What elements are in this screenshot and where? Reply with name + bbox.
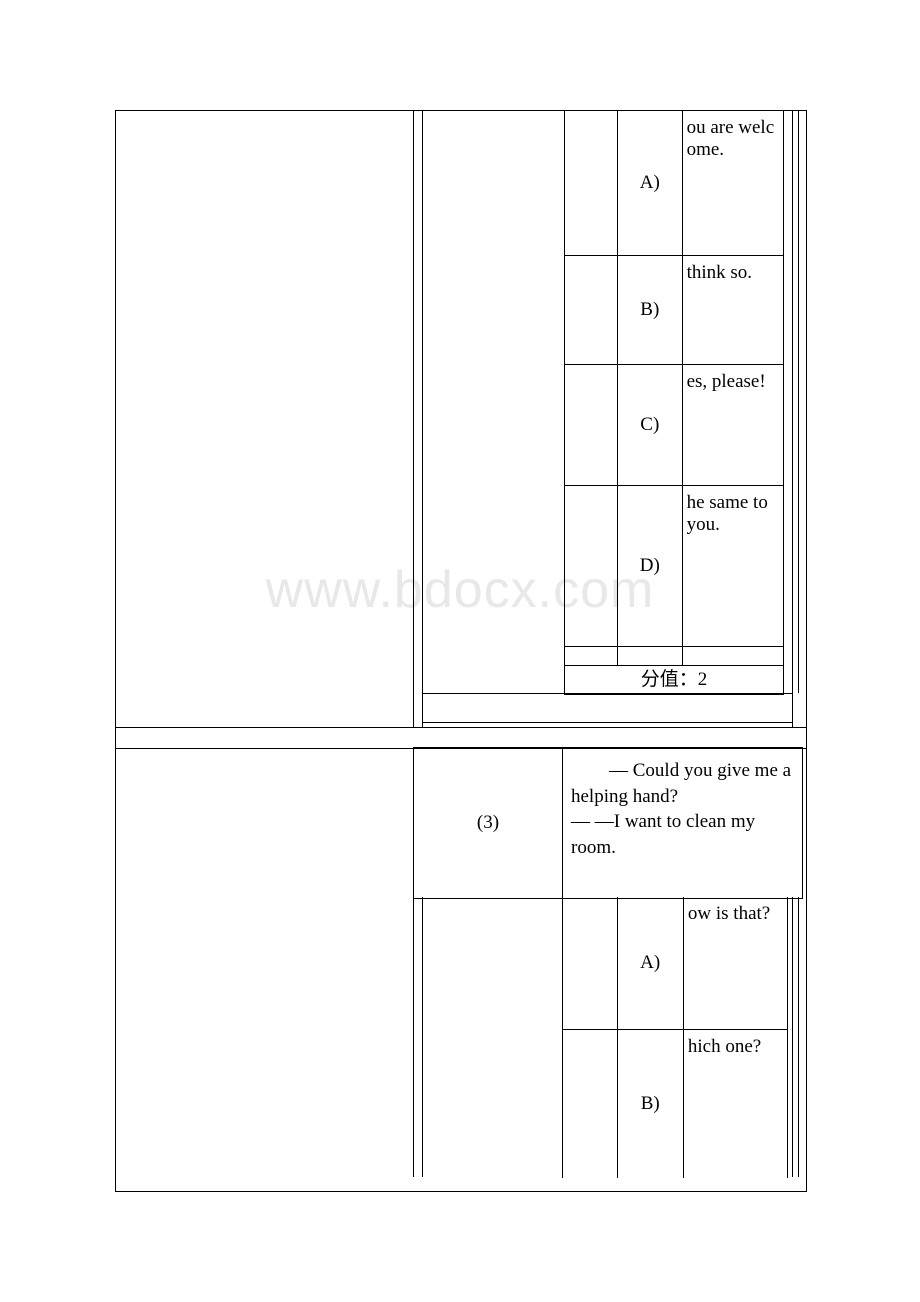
q3-stem: — Could you give me a helping hand? — —I… (563, 748, 803, 898)
option-letter: D) (618, 486, 683, 646)
option-row: D)he same to you. (565, 486, 783, 647)
q2-options: A)ou are welcome.B)think so.C)es, please… (564, 111, 784, 666)
option-letter: B) (618, 256, 683, 364)
q3-options: A)ow is that?B)hich one? (562, 897, 788, 1178)
q3-stem-line: — —I want to clean my room. (571, 811, 755, 858)
option-spacer (565, 111, 618, 255)
option-text: ow is that? (684, 897, 787, 1029)
option-row: C)es, please! (565, 365, 783, 486)
option-row: B)hich one? (563, 1030, 787, 1178)
divider (413, 111, 414, 727)
option-letter: C) (618, 365, 683, 485)
option-text: he same to you. (683, 486, 783, 646)
divider (422, 897, 423, 1177)
option-row: A)ou are welcome. (565, 111, 783, 256)
option-row: A)ow is that? (563, 897, 787, 1030)
divider (798, 111, 799, 693)
divider (413, 897, 414, 1177)
section-gap (116, 727, 806, 749)
option-text: ou are welcome. (683, 111, 783, 255)
blank-row (422, 693, 792, 723)
option-letter: B) (618, 1030, 684, 1178)
option-letter: A) (618, 111, 683, 255)
option-spacer (565, 486, 618, 646)
q3-stem-line: — Could you give me a helping hand? (571, 760, 791, 807)
option-text: hich one? (684, 1030, 787, 1178)
q2-score: 分值：2 (564, 661, 784, 695)
divider (792, 111, 793, 727)
q3-number: (3) (413, 748, 563, 898)
option-row: B)think so. (565, 256, 783, 365)
option-text: think so. (683, 256, 783, 364)
option-spacer (565, 365, 618, 485)
divider (798, 897, 799, 1177)
option-text: es, please! (683, 365, 783, 485)
page-frame: A)ou are welcome.B)think so.C)es, please… (115, 110, 807, 1192)
option-spacer (565, 256, 618, 364)
option-letter: A) (618, 897, 684, 1029)
q3-header: (3) — Could you give me a helping hand? … (413, 747, 803, 899)
option-spacer (563, 1030, 618, 1178)
option-spacer (563, 897, 618, 1029)
divider (792, 897, 793, 1177)
q3-block: (3) — Could you give me a helping hand? … (413, 747, 803, 899)
divider (422, 111, 423, 727)
